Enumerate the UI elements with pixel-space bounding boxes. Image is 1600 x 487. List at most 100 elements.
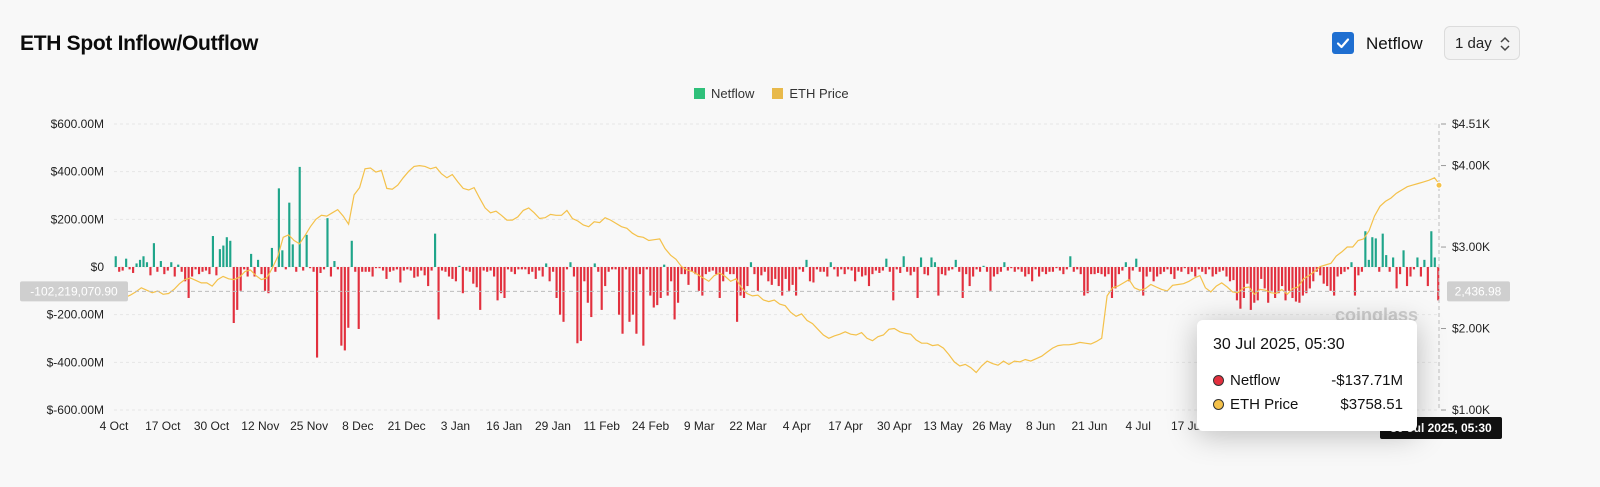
netflow-bar (191, 267, 194, 277)
netflow-bar (1305, 267, 1308, 294)
netflow-bar (854, 267, 857, 282)
netflow-bar (836, 267, 839, 277)
netflow-bar (892, 267, 895, 301)
netflow-bar (413, 267, 416, 278)
netflow-bar (152, 243, 155, 267)
legend-item-netflow[interactable]: Netflow (694, 86, 754, 101)
netflow-bar (978, 267, 982, 272)
netflow-bar (864, 267, 867, 276)
netflow-bar (860, 267, 864, 277)
netflow-bar (1183, 267, 1186, 269)
netflow-bar (1149, 267, 1152, 272)
netflow-bar (208, 267, 211, 275)
netflow-bar (1239, 267, 1242, 309)
legend-label-netflow: Netflow (711, 86, 755, 101)
netflow-bar (1162, 267, 1166, 272)
netflow-bar (1034, 267, 1037, 270)
netflow-bar (1079, 267, 1082, 275)
netflow-bar (666, 267, 669, 296)
netflow-bar (1322, 267, 1325, 284)
netflow-bar (565, 267, 569, 270)
netflow-bar (933, 262, 937, 267)
netflow-bar (1204, 267, 1207, 275)
netflow-bar (479, 267, 482, 310)
y-tick-label-left: $0 (91, 260, 105, 274)
netflow-bar (1076, 267, 1079, 270)
netflow-bar (1169, 267, 1173, 275)
y-tick-label-right: $1.00K (1452, 403, 1490, 417)
netflow-bar (1128, 267, 1131, 282)
netflow-bar (132, 267, 135, 273)
netflow-bar (555, 267, 558, 298)
netflow-bar (628, 267, 631, 322)
netflow-bar (166, 267, 169, 271)
netflow-bar (1364, 231, 1367, 267)
netflow-bar (1062, 267, 1065, 275)
netflow-bar (1117, 267, 1120, 275)
netflow-bar (381, 267, 385, 271)
legend-item-price[interactable]: ETH Price (772, 86, 849, 101)
netflow-bar (1353, 267, 1357, 296)
legend-label-price: ETH Price (789, 86, 849, 101)
netflow-bar (1339, 267, 1343, 275)
netflow-bar (631, 267, 635, 315)
netflow-bar (708, 267, 711, 272)
page-title: ETH Spot Inflow/Outflow (20, 32, 259, 55)
netflow-bar (468, 267, 471, 272)
netflow-bar (486, 267, 489, 272)
netflow-bar (1176, 267, 1179, 271)
netflow-bar (1225, 267, 1228, 277)
x-tick-label: 8 Jun (1026, 419, 1055, 433)
netflow-bar (999, 267, 1002, 272)
netflow-bar (1395, 267, 1398, 289)
netflow-bar (496, 267, 499, 301)
period-select[interactable]: 1 day (1444, 26, 1520, 60)
netflow-bar (725, 267, 728, 272)
netflow-bar (1208, 267, 1211, 270)
netflow-bar (1416, 257, 1419, 267)
netflow-bar (402, 267, 405, 271)
netflow-bar (739, 267, 742, 296)
netflow-bar (225, 237, 228, 267)
chart-legend: Netflow ETH Price (694, 86, 849, 101)
netflow-bar (409, 267, 412, 271)
netflow-bar (1256, 267, 1259, 301)
netflow-bar (451, 267, 454, 279)
netflow-bar (1159, 267, 1162, 275)
netflow-bar (1048, 267, 1051, 272)
netflow-bar (1274, 267, 1277, 298)
netflow-bar (874, 267, 877, 271)
netflow-bar (1392, 257, 1395, 267)
netflow-bar (1270, 267, 1273, 291)
netflow-bar (1031, 267, 1034, 282)
netflow-bar (1024, 267, 1027, 277)
netflow-bar (732, 267, 735, 275)
netflow-bar (187, 267, 190, 298)
price-line (113, 164, 1441, 374)
netflow-bar (951, 267, 954, 270)
netflow-bar (461, 267, 464, 294)
netflow-bar (1156, 267, 1159, 277)
netflow-bar (1190, 267, 1193, 272)
netflow-bar (1090, 267, 1093, 275)
netflow-bar (888, 267, 891, 272)
netflow-bar (1013, 267, 1016, 272)
netflow-checkbox[interactable] (1332, 32, 1354, 54)
y-tick-label-right: $3.00K (1452, 240, 1490, 254)
netflow-bar (1333, 267, 1336, 296)
crosshair-left-badge (20, 281, 128, 302)
netflow-bar (736, 267, 739, 322)
netflow-bar (760, 267, 763, 276)
netflow-toggle-label[interactable]: Netflow (1366, 34, 1423, 53)
netflow-bar (1329, 267, 1332, 291)
netflow-bar (482, 267, 485, 271)
netflow-bar (930, 257, 933, 267)
x-tick-label: 21 Dec (388, 419, 426, 433)
netflow-bar (1346, 267, 1350, 270)
netflow-bar (1083, 267, 1086, 296)
netflow-bar (434, 233, 437, 267)
netflow-bar (579, 267, 582, 341)
netflow-bar (1107, 267, 1110, 275)
tooltip-row-netflow: Netflow -$137.71M (1213, 372, 1403, 389)
netflow-bar (1284, 267, 1287, 301)
